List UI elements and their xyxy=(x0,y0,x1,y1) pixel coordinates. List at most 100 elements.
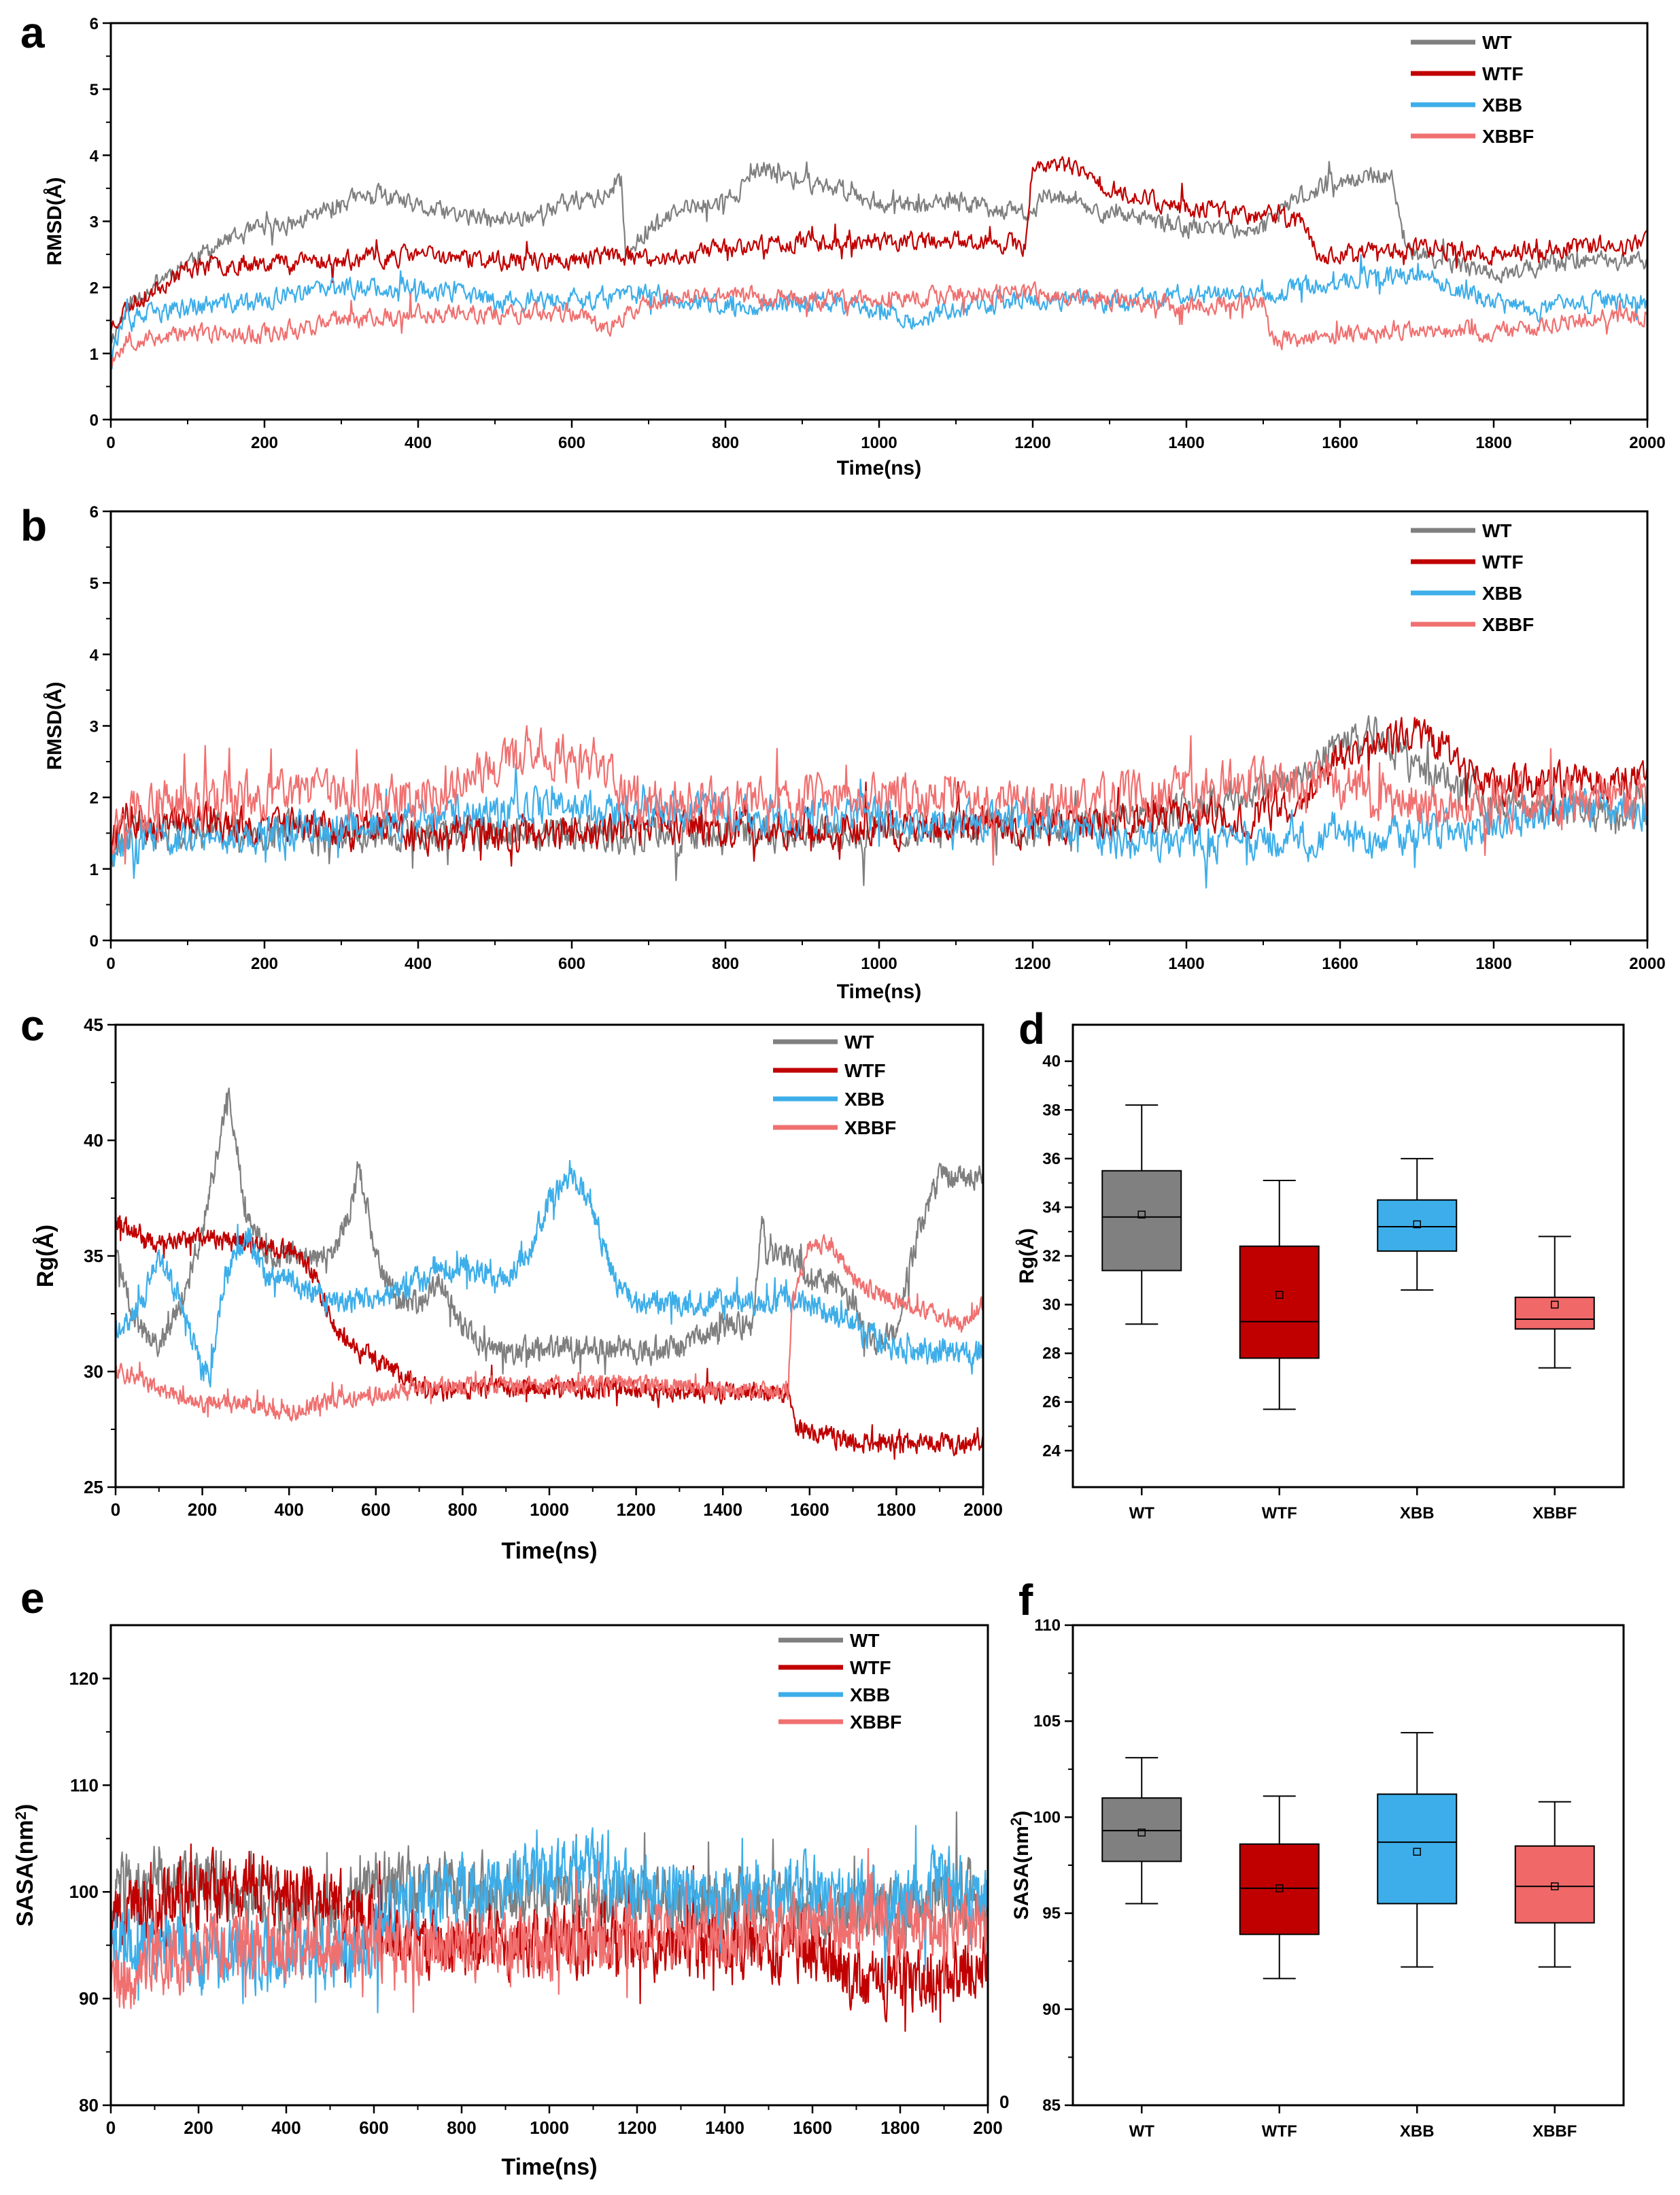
y-tick-label: 24 xyxy=(1042,1442,1061,1460)
y-tick-label: 1 xyxy=(90,345,99,364)
y-tick-label: 45 xyxy=(84,1015,103,1035)
y-tick-label: 1 xyxy=(90,861,99,879)
x-tick-label: 600 xyxy=(558,955,585,973)
box-XBBF xyxy=(1514,1801,1595,1968)
x-tick-label: 200 xyxy=(973,2117,1002,2138)
legend-label-XBB: XBB xyxy=(1482,583,1522,604)
x-tick-label: 1400 xyxy=(705,2117,744,2138)
legend-label-WTF: WTF xyxy=(1482,551,1524,573)
x-tick-label: 1000 xyxy=(861,955,897,973)
mean-marker xyxy=(1137,1210,1146,1219)
series-line-XBB xyxy=(111,254,1647,370)
y-axis-title: RMSD(Å) xyxy=(44,177,66,266)
series-line-WTF xyxy=(111,156,1647,332)
y-tick-label: 2 xyxy=(90,279,99,298)
y-tick-label: 4 xyxy=(90,646,99,664)
box-XBBF xyxy=(1514,1236,1595,1369)
y-tick-label: 120 xyxy=(69,1668,99,1688)
legend-label-XBB: XBB xyxy=(850,1684,890,1705)
legend: WT WTF XBB XBBF xyxy=(1411,520,1534,635)
x-tick-label: XBBF xyxy=(1532,1504,1577,1522)
x-tick-label: WTF xyxy=(1262,1504,1297,1522)
y-tick-label: 26 xyxy=(1042,1393,1061,1412)
legend-label-XBB: XBB xyxy=(1482,95,1522,116)
x-tick-label: 1800 xyxy=(880,2117,920,2138)
y-tick-label: 110 xyxy=(70,1775,99,1795)
x-tick-label: 400 xyxy=(275,1499,304,1520)
x-tick-label: 200 xyxy=(184,2117,213,2138)
x-tick-label: 800 xyxy=(447,2117,476,2138)
mean-marker xyxy=(1413,1848,1421,1856)
x-axis-title: Time(ns) xyxy=(501,2154,597,2180)
x-tick-label: 200 xyxy=(188,1499,217,1520)
legend-label-XBBF: XBBF xyxy=(850,1712,902,1733)
x-tick-label: 0 xyxy=(111,1499,120,1520)
x-tick-label: 600 xyxy=(359,2117,388,2138)
y-axis-title: Rg(Å) xyxy=(1016,1228,1038,1284)
box-XBB xyxy=(1377,1732,1458,1968)
series-line-XBB xyxy=(111,763,1647,889)
x-tick-label: 1800 xyxy=(1475,955,1511,973)
mean-marker xyxy=(1275,1291,1284,1299)
legend-label-WTF: WTF xyxy=(850,1657,891,1678)
y-tick-label: 6 xyxy=(90,503,99,522)
y-tick-label: 90 xyxy=(1042,2001,1061,2019)
x-axis-title: Time(ns) xyxy=(501,1538,597,1564)
y-tick-label: 35 xyxy=(84,1246,103,1266)
x-tick-label: WT xyxy=(1129,1504,1155,1522)
x-tick-label: 1600 xyxy=(790,1499,829,1520)
y-tick-label: 25 xyxy=(84,1477,103,1497)
x-tick-label: 1200 xyxy=(1014,434,1050,452)
x-tick-label: 1600 xyxy=(1322,955,1358,973)
x-tick-label: 1800 xyxy=(876,1499,916,1520)
legend: WT WTF XBB XBBF xyxy=(778,1630,902,1733)
series-line-WT xyxy=(116,1087,983,1376)
legend-label-WTF: WTF xyxy=(1482,63,1524,84)
x-tick-label: 1000 xyxy=(530,2117,569,2138)
stray-zero-label: 0 xyxy=(999,2092,1009,2112)
y-tick-label: 40 xyxy=(84,1130,103,1151)
legend-label-WTF: WTF xyxy=(844,1060,886,1081)
panel-letter: e xyxy=(20,1573,45,1622)
y-tick-label: 36 xyxy=(1042,1150,1061,1168)
series-line-WT xyxy=(111,160,1647,345)
y-tick-label: 5 xyxy=(90,81,99,99)
y-tick-label: 30 xyxy=(1042,1296,1061,1314)
box-WT xyxy=(1101,1104,1182,1325)
y-tick-label: 90 xyxy=(79,1988,99,2009)
legend: WT WTF XBB XBBF xyxy=(1411,32,1534,147)
y-tick-label: 100 xyxy=(69,1882,99,1902)
x-tick-label: 800 xyxy=(448,1499,477,1520)
legend-label-WT: WT xyxy=(844,1032,874,1053)
x-tick-label: 1200 xyxy=(1014,955,1050,973)
panel-letter: c xyxy=(20,1001,45,1050)
legend-label-XBBF: XBBF xyxy=(1482,126,1534,147)
series-group xyxy=(111,1811,988,2032)
legend-label-XBBF: XBBF xyxy=(844,1117,896,1138)
x-tick-label: 1600 xyxy=(793,2117,832,2138)
series-line-XBBF xyxy=(111,281,1647,368)
panel-a-rmsd-chart: a 0 200 400 600 800 1000 1200 1400 1600 1800 2000 0 1… xyxy=(20,8,1666,479)
box-WTF xyxy=(1239,1180,1320,1410)
x-tick-label: 0 xyxy=(106,2117,116,2138)
y-axis-title: SASA(nm2) xyxy=(12,1804,38,1926)
box-WT xyxy=(1101,1756,1182,1905)
panel-letter: d xyxy=(1018,1004,1045,1053)
x-tick-label: 0 xyxy=(106,955,115,973)
series-group xyxy=(111,156,1647,370)
box-iqr xyxy=(1514,1296,1595,1330)
x-tick-label: 400 xyxy=(405,955,432,973)
x-tick-label: 1400 xyxy=(1168,434,1204,452)
x-tick-label: XBB xyxy=(1400,1504,1435,1522)
legend-label-WT: WT xyxy=(1482,32,1512,53)
x-tick-label: 200 xyxy=(251,434,278,452)
legend-label-WT: WT xyxy=(850,1630,880,1651)
box-iqr xyxy=(1239,1843,1320,1935)
y-tick-label: 85 xyxy=(1042,2096,1061,2115)
x-tick-label: WT xyxy=(1129,2122,1155,2141)
plot-frame xyxy=(109,22,1649,421)
x-tick-label: 400 xyxy=(405,434,432,452)
y-tick-label: 2 xyxy=(90,789,99,808)
y-tick-label: 3 xyxy=(90,718,99,736)
